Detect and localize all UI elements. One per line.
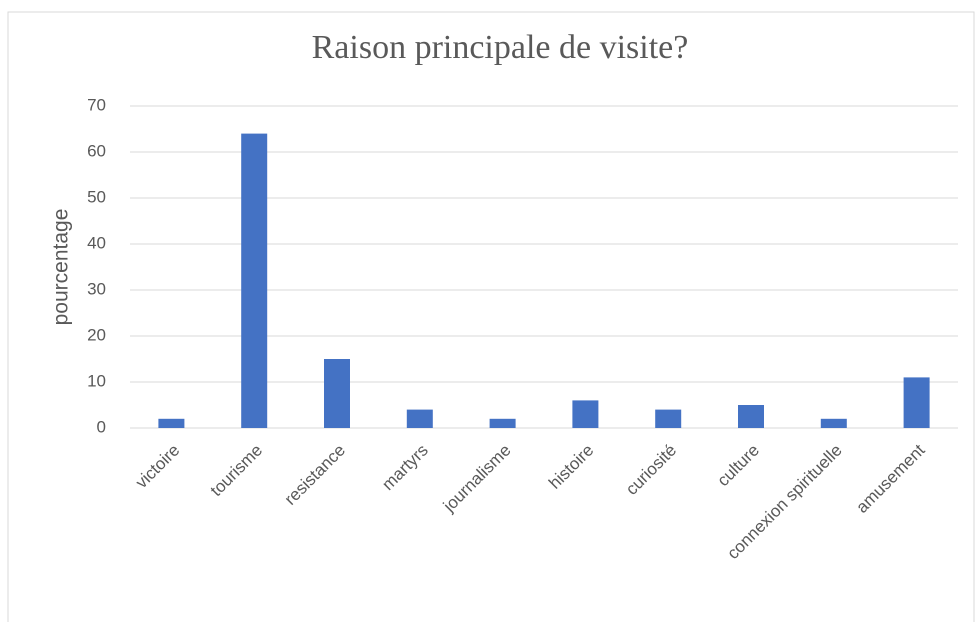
bar [655, 409, 682, 428]
y-tick-label: 50 [87, 187, 106, 206]
bar [903, 377, 930, 428]
y-tick-label: 60 [87, 141, 106, 160]
y-tick-label: 10 [87, 371, 106, 390]
x-tick-label: martyrs [378, 441, 432, 495]
x-tick-label: histoire [545, 441, 597, 493]
x-tick-label: resistance [281, 441, 349, 509]
x-tick-label: culture [713, 441, 763, 491]
bar [738, 405, 764, 428]
x-tick-label: tourisme [207, 441, 267, 501]
bar [820, 418, 847, 428]
y-tick-label: 20 [87, 325, 106, 344]
x-tick-label: amusement [852, 440, 928, 516]
y-tick-label: 30 [87, 279, 106, 298]
x-tick-label: victoire [132, 441, 184, 493]
bar [572, 400, 599, 428]
x-tick-label: curiosité [622, 441, 680, 499]
y-tick-label: 70 [87, 95, 106, 114]
bar [241, 133, 268, 428]
bar [489, 418, 516, 428]
bar [158, 418, 185, 428]
x-tick-label: journalisme [439, 441, 515, 517]
chart-frame [7, 11, 975, 622]
bar [406, 409, 433, 428]
y-tick-label: 40 [87, 233, 106, 252]
chart-title: Raison principale de visite? [312, 29, 689, 66]
y-tick-label: 0 [97, 417, 106, 436]
bar [324, 359, 350, 428]
y-axis-label: pourcentage [50, 209, 73, 326]
